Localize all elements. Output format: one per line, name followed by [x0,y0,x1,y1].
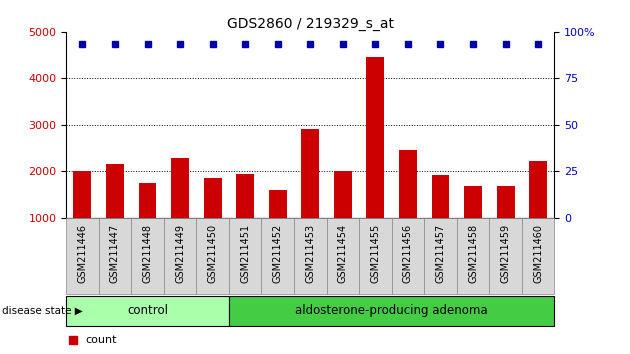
Text: GSM211457: GSM211457 [435,224,445,283]
Bar [229,296,554,326]
Bar [529,161,547,218]
Bar [294,218,326,294]
Text: disease state ▶: disease state ▶ [2,306,83,316]
Bar [106,164,124,218]
Bar [522,218,554,294]
Bar [464,186,482,218]
Bar [131,218,164,294]
Bar [66,296,229,326]
Bar [74,171,91,218]
Text: GSM211456: GSM211456 [403,224,413,283]
Title: GDS2860 / 219329_s_at: GDS2860 / 219329_s_at [227,17,394,31]
Bar [261,218,294,294]
Text: GSM211449: GSM211449 [175,224,185,283]
Bar [236,173,254,218]
Text: control: control [127,304,168,317]
Text: GSM211454: GSM211454 [338,224,348,283]
Bar [457,218,490,294]
Text: GSM211447: GSM211447 [110,224,120,283]
Bar [392,218,424,294]
Text: GSM211460: GSM211460 [533,224,543,283]
Bar [301,130,319,218]
Bar [432,175,449,218]
Text: GSM211459: GSM211459 [501,224,510,283]
Bar [334,171,352,218]
Text: count: count [86,335,117,345]
Bar [367,57,384,218]
Bar [99,218,131,294]
Text: GSM211448: GSM211448 [142,224,152,283]
Bar [171,158,189,218]
Text: GSM211453: GSM211453 [306,224,315,283]
Bar [229,218,261,294]
Text: GSM211446: GSM211446 [77,224,88,283]
Text: aldosterone-producing adenoma: aldosterone-producing adenoma [295,304,488,317]
Bar [490,218,522,294]
Bar [424,218,457,294]
Bar [66,218,99,294]
Bar [326,218,359,294]
Bar [269,190,287,218]
Bar [197,218,229,294]
Bar [139,183,156,218]
Text: GSM211452: GSM211452 [273,224,283,283]
Bar [496,186,515,218]
Bar [203,178,222,218]
Bar [359,218,392,294]
Text: GSM211450: GSM211450 [208,224,217,283]
Text: GSM211458: GSM211458 [468,224,478,283]
Bar [399,150,417,218]
Text: GSM211451: GSM211451 [240,224,250,283]
Bar [164,218,197,294]
Text: GSM211455: GSM211455 [370,224,381,283]
